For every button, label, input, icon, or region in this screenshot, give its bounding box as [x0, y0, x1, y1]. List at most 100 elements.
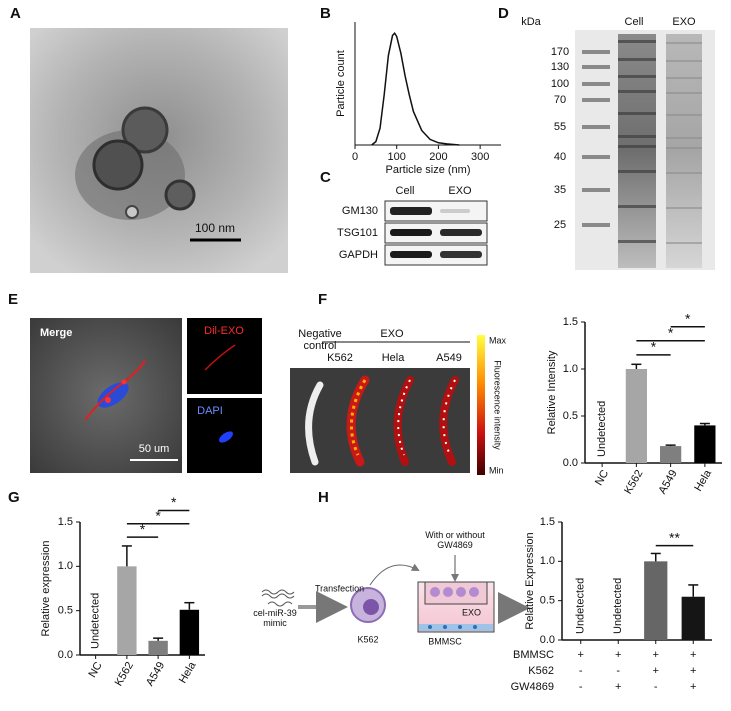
y-tick-label: 1.5	[58, 516, 73, 528]
condition-mark: -	[579, 681, 583, 693]
lane-band	[618, 145, 656, 148]
y-tick-label: 0.0	[563, 457, 578, 469]
y-tick-label: 0.5	[540, 595, 555, 607]
y-tick-label: 1.5	[540, 516, 555, 528]
colorbar-label: Fluorescence intensity	[493, 360, 503, 450]
condition-mark: +	[615, 649, 621, 661]
bar	[117, 566, 137, 655]
row-label: TSG101	[337, 227, 378, 239]
condition-name: K562	[528, 665, 554, 677]
step-label: With or without GW4869	[425, 530, 485, 550]
lane-band	[618, 75, 656, 78]
bar	[179, 609, 200, 655]
ladder-band	[582, 125, 610, 129]
lane-band	[618, 112, 656, 115]
bar	[681, 596, 705, 640]
marker-label: 100	[551, 78, 569, 90]
channel-label: DAPI	[197, 405, 223, 417]
step-label: BMMSC	[428, 636, 462, 646]
ladder-band	[582, 188, 610, 192]
y-axis-label: Relative Expression	[524, 532, 536, 629]
marker-label: 130	[551, 61, 569, 73]
y-tick-label: 1.0	[540, 555, 555, 567]
ladder-band	[582, 155, 610, 159]
y-tick-label: 0.0	[540, 634, 555, 646]
lane-band	[666, 42, 702, 44]
lane-band	[666, 137, 702, 139]
condition-mark: +	[690, 649, 696, 661]
lane-band	[666, 147, 702, 149]
column-label: EXO	[672, 16, 696, 28]
condition-mark: +	[690, 681, 696, 693]
step-label: EXO	[462, 607, 481, 617]
lane-band	[666, 60, 702, 62]
panel-letter: G	[8, 489, 20, 506]
ladder-band	[582, 50, 610, 54]
line-series	[371, 31, 460, 146]
marker-label: 25	[554, 219, 566, 231]
y-tick-label: 0.5	[563, 410, 578, 422]
colorbar-min: Min	[489, 465, 504, 475]
step-label: cel-miR-39 mimic	[253, 608, 297, 628]
lane-band	[666, 77, 702, 79]
lane-band	[618, 90, 656, 93]
significance-label: *	[155, 507, 161, 523]
y-tick-label: 1.0	[58, 560, 73, 572]
x-tick-label: K562	[113, 660, 136, 688]
ladder-band	[582, 65, 610, 69]
annotation: Undetected	[612, 578, 624, 634]
lane-band	[618, 170, 656, 173]
y-tick-label: 0.0	[58, 649, 73, 661]
step-label: K562	[357, 634, 378, 644]
step-label: Transfection	[315, 583, 364, 593]
condition-mark: -	[579, 665, 583, 677]
marker-label: 40	[554, 151, 566, 163]
x-tick-label: A549	[656, 468, 679, 496]
column-label: Cell	[625, 16, 644, 28]
lane-band	[666, 172, 702, 174]
x-tick-label: NC	[86, 660, 104, 680]
marker-label: 35	[554, 184, 566, 196]
blot	[384, 200, 488, 266]
y-tick-label: 0.5	[58, 605, 73, 617]
ladder-band	[582, 82, 610, 86]
condition-mark: +	[690, 665, 696, 677]
lane-band	[618, 40, 656, 43]
image-label: Merge	[40, 327, 72, 339]
lane-band	[618, 240, 656, 243]
lane-band	[666, 242, 702, 244]
y-axis-label: Relative expression	[40, 541, 52, 637]
lane-band	[666, 114, 702, 116]
sample-label: A549	[436, 352, 462, 364]
lane-band	[618, 205, 656, 208]
lane-band	[618, 58, 656, 61]
x-tick-label: 0	[352, 151, 358, 163]
column-label: EXO	[448, 185, 472, 197]
x-tick-label: 300	[471, 151, 489, 163]
significance-label: *	[171, 494, 177, 510]
marker-label: 170	[551, 46, 569, 58]
condition-mark: +	[578, 649, 584, 661]
lane-band	[618, 135, 656, 138]
condition-mark: -	[616, 665, 620, 677]
x-tick-label: 100	[388, 151, 406, 163]
bar	[148, 640, 168, 655]
y-axis-label: Particle count	[335, 50, 347, 117]
x-tick-label: K562	[622, 468, 645, 496]
x-axis-label: Particle size (nm)	[386, 164, 471, 176]
condition-mark: +	[653, 665, 659, 677]
panel-letter: F	[318, 291, 327, 308]
scale-bar-label: 50 um	[139, 443, 170, 455]
condition-name: BMMSC	[513, 649, 554, 661]
panel-letter: E	[8, 291, 18, 308]
ladder-band	[582, 98, 610, 102]
channel-label: Dil-EXO	[204, 325, 244, 337]
condition-mark: +	[653, 649, 659, 661]
sample-label: Negative control	[298, 328, 342, 352]
annotation: Undetected	[575, 578, 587, 634]
fluorescence-image	[30, 318, 262, 473]
x-tick-label: Hela	[692, 467, 714, 493]
significance-label: *	[140, 521, 146, 537]
group-label: EXO	[380, 328, 404, 340]
